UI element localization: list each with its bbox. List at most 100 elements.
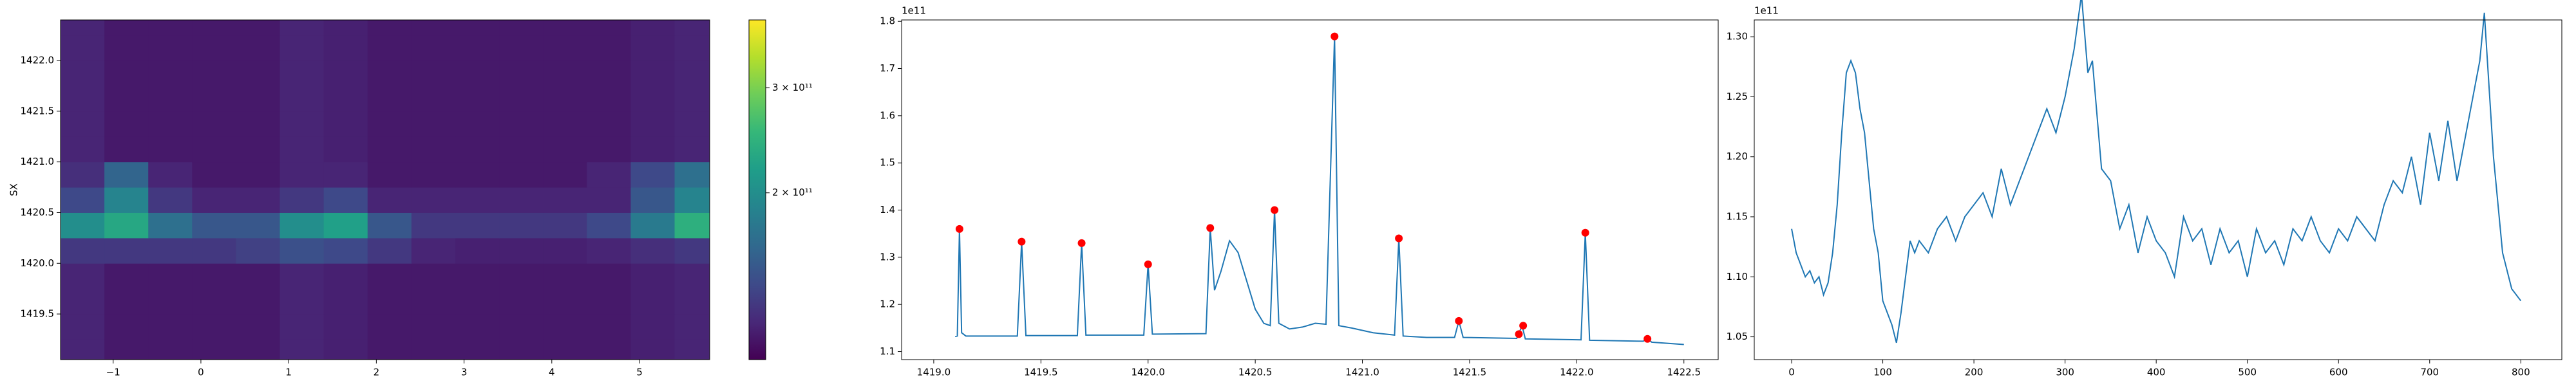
heatmap-cell bbox=[630, 314, 676, 340]
heatmap-cell bbox=[411, 136, 456, 163]
peak-marker bbox=[1331, 32, 1339, 41]
heatmap-cell bbox=[104, 237, 149, 264]
heatmap-cell bbox=[543, 60, 587, 86]
colorbar-tick-label: 2 × 10¹¹ bbox=[772, 187, 813, 198]
heatmap-cell bbox=[323, 136, 368, 163]
y-tick-label: 1.2 bbox=[880, 299, 895, 310]
heatmap-cell bbox=[587, 60, 631, 86]
heatmap-cell bbox=[61, 339, 105, 360]
heatmap-cell bbox=[411, 60, 456, 86]
heatmap-cell bbox=[674, 187, 710, 213]
y-tick-label: 1.5 bbox=[880, 157, 895, 169]
heatmap-cell bbox=[499, 237, 544, 264]
heatmap-cell bbox=[543, 237, 587, 264]
x-tick-label: 5 bbox=[636, 367, 643, 378]
y-tick-label: 1.7 bbox=[880, 62, 895, 74]
heatmap-cell bbox=[148, 187, 193, 213]
heatmap-cell bbox=[674, 339, 710, 360]
heatmap-cell bbox=[674, 35, 710, 61]
heatmap-cell bbox=[674, 288, 710, 315]
heatmap-cell bbox=[587, 339, 631, 360]
heatmap-cell bbox=[587, 161, 631, 188]
axes-frame bbox=[60, 19, 710, 360]
heatmap-cell bbox=[630, 111, 676, 137]
heatmap-cell bbox=[104, 20, 149, 36]
heatmap-cell bbox=[148, 136, 193, 163]
heatmap-cell bbox=[61, 288, 105, 315]
heatmap-cell bbox=[455, 237, 500, 264]
heatmap-cell bbox=[323, 60, 368, 86]
heatmap-cell bbox=[499, 136, 544, 163]
heatmap-cell bbox=[587, 314, 631, 340]
heatmap-cell bbox=[279, 339, 325, 360]
heatmap-cell bbox=[104, 212, 149, 239]
y-tick-label: 1420.0 bbox=[21, 257, 55, 269]
heatmap-cell bbox=[455, 187, 500, 213]
peak-marker bbox=[1455, 317, 1463, 325]
heatmap-cell bbox=[543, 86, 587, 112]
heatmap-cell bbox=[236, 60, 281, 86]
heatmap-cell bbox=[148, 339, 193, 360]
heatmap-cell bbox=[455, 111, 500, 137]
heatmap-cell bbox=[148, 237, 193, 264]
heatmap-cell bbox=[104, 60, 149, 86]
heatmap-cell bbox=[499, 35, 544, 61]
heatmap-cell bbox=[279, 314, 325, 340]
y-tick-label: 1.20 bbox=[1727, 151, 1748, 162]
x-tick-label: 0 bbox=[198, 367, 204, 378]
heatmap-cell bbox=[279, 212, 325, 239]
y-tick-label: 1419.5 bbox=[21, 308, 55, 320]
heatmap-cell bbox=[279, 288, 325, 315]
heatmap-cell bbox=[499, 263, 544, 290]
y-tick-label: 1.30 bbox=[1727, 31, 1748, 42]
heatmap-cell bbox=[630, 60, 676, 86]
heatmap-cell bbox=[543, 339, 587, 360]
heatmap-cell bbox=[367, 161, 412, 188]
heatmap-cell bbox=[587, 35, 631, 61]
peak-marker bbox=[1144, 260, 1152, 268]
heatmap-cell bbox=[323, 35, 368, 61]
heatmap-cell bbox=[411, 111, 456, 137]
x-tick-label: 500 bbox=[2238, 367, 2257, 378]
x-tick-label: 1421.5 bbox=[1453, 367, 1487, 378]
heatmap-cell bbox=[61, 314, 105, 340]
heatmap-cell bbox=[367, 339, 412, 360]
peak-marker bbox=[1077, 239, 1086, 247]
heatmap-cell bbox=[411, 288, 456, 315]
heatmap-cell bbox=[192, 20, 236, 36]
heatmap-cell bbox=[104, 161, 149, 188]
heatmap-cell bbox=[367, 263, 412, 290]
colorbar bbox=[748, 19, 766, 360]
peak-marker bbox=[1395, 234, 1403, 243]
heatmap-cell bbox=[630, 35, 676, 61]
x-tick-label: 0 bbox=[1788, 367, 1795, 378]
heatmap-cell bbox=[236, 35, 281, 61]
x-tick-label: 400 bbox=[2147, 367, 2166, 378]
x-tick-label: 1420.0 bbox=[1131, 367, 1165, 378]
x-tick-label: 600 bbox=[2329, 367, 2348, 378]
heatmap-cell bbox=[674, 314, 710, 340]
heatmap-cell bbox=[192, 237, 236, 264]
heatmap-cell bbox=[587, 263, 631, 290]
y-tick-label: 1422.0 bbox=[21, 55, 55, 66]
heatmap-cell bbox=[499, 288, 544, 315]
heatmap-cell bbox=[192, 86, 236, 112]
heatmap-cell bbox=[148, 111, 193, 137]
y-tick-label: 1.1 bbox=[880, 345, 895, 357]
heatmap-cell bbox=[279, 111, 325, 137]
heatmap-cell bbox=[236, 263, 281, 290]
peak-marker bbox=[1581, 228, 1589, 237]
heatmap-cell bbox=[192, 35, 236, 61]
heatmap-cell bbox=[411, 339, 456, 360]
heatmap-cell bbox=[630, 136, 676, 163]
heatmap-panel: 2 × 10¹¹ 3 × 10¹¹ SX −1 0 1 2 3 4 5 1419.5 1420.0 14… bbox=[8, 19, 813, 378]
heatmap-cell bbox=[279, 20, 325, 36]
heatmap-cell bbox=[630, 86, 676, 112]
heatmap-cell bbox=[499, 314, 544, 340]
heatmap-cell bbox=[543, 187, 587, 213]
heatmap-cells bbox=[61, 20, 710, 360]
heatmap-cell bbox=[367, 314, 412, 340]
heatmap-cell bbox=[543, 136, 587, 163]
heatmap-cell bbox=[499, 20, 544, 36]
peaks-panel: 1e11 1419.0 1419.5 1420.0 1420.5 1421.0 1421.5… bbox=[880, 5, 1719, 378]
